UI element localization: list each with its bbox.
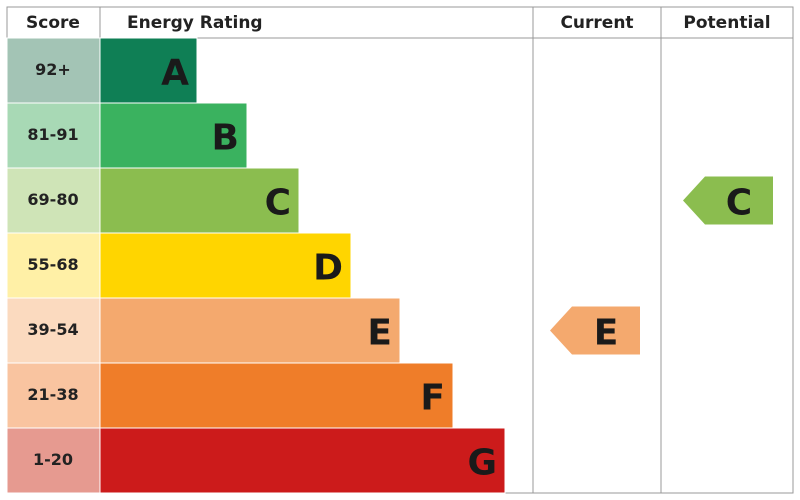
score-cell <box>6 297 101 364</box>
rating-bar <box>99 362 454 429</box>
potential-letter: C <box>726 183 752 224</box>
score-label: 39-54 <box>27 320 78 339</box>
score-cell <box>6 167 101 234</box>
potential-arrow <box>683 176 773 225</box>
rating-letter: G <box>467 443 497 484</box>
rating-letter: D <box>313 248 343 289</box>
bands: 92+ A 81-91 B 69-80 C 55-68 D 39-54 E 21-38 F 1-20 G <box>6 37 506 494</box>
rating-letter: C <box>265 183 291 224</box>
score-cell <box>6 232 101 299</box>
header-score: Score <box>26 13 80 33</box>
header-current: Current <box>560 13 633 33</box>
score-label: 92+ <box>35 60 71 79</box>
score-label: 55-68 <box>27 255 78 274</box>
current-letter: E <box>594 313 619 354</box>
rating-letter: E <box>367 313 392 354</box>
score-label: 69-80 <box>27 190 78 209</box>
score-label: 1-20 <box>33 450 73 469</box>
rating-bar <box>99 232 352 299</box>
rating-bar <box>99 427 506 494</box>
rating-bar <box>99 297 401 364</box>
rating-letter: B <box>212 118 239 159</box>
rating-bar <box>99 102 248 169</box>
rating-letter: F <box>420 378 445 419</box>
score-label: 21-38 <box>27 385 78 404</box>
rating-bar <box>99 167 300 234</box>
score-cell <box>6 37 101 104</box>
score-label: 81-91 <box>27 125 78 144</box>
arrows: EC <box>550 176 773 355</box>
score-cell <box>6 427 101 494</box>
current-arrow <box>550 306 640 355</box>
score-cell <box>6 362 101 429</box>
rating-letter: A <box>161 53 189 94</box>
header-potential: Potential <box>683 13 770 33</box>
header-energy-rating: Energy Rating <box>127 13 263 33</box>
